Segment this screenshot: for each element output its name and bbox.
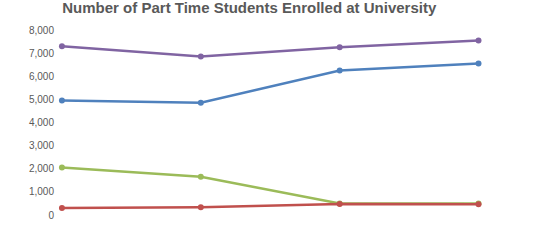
svg-text:2,000: 2,000 [29,163,54,174]
svg-text:1,000: 1,000 [29,186,54,197]
svg-text:Number of Part Time Students E: Number of Part Time Students Enrolled at… [62,0,437,16]
svg-text:4,000: 4,000 [29,117,54,128]
svg-text:7,000: 7,000 [29,48,54,59]
svg-text:3,000: 3,000 [29,140,54,151]
svg-text:5,000: 5,000 [29,94,54,105]
svg-text:0: 0 [48,210,54,221]
svg-text:6,000: 6,000 [29,71,54,82]
svg-text:8,000: 8,000 [29,25,54,36]
